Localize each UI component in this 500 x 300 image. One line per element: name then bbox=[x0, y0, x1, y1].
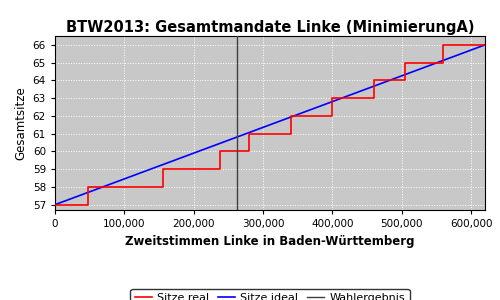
X-axis label: Zweitstimmen Linke in Baden-Württemberg: Zweitstimmen Linke in Baden-Württemberg bbox=[125, 235, 415, 248]
Title: BTW2013: Gesamtmandate Linke (MinimierungA): BTW2013: Gesamtmandate Linke (Minimierun… bbox=[66, 20, 474, 35]
Legend: Sitze real, Sitze ideal, Wahlergebnis: Sitze real, Sitze ideal, Wahlergebnis bbox=[130, 289, 409, 300]
Y-axis label: Gesamtsitze: Gesamtsitze bbox=[14, 86, 27, 160]
